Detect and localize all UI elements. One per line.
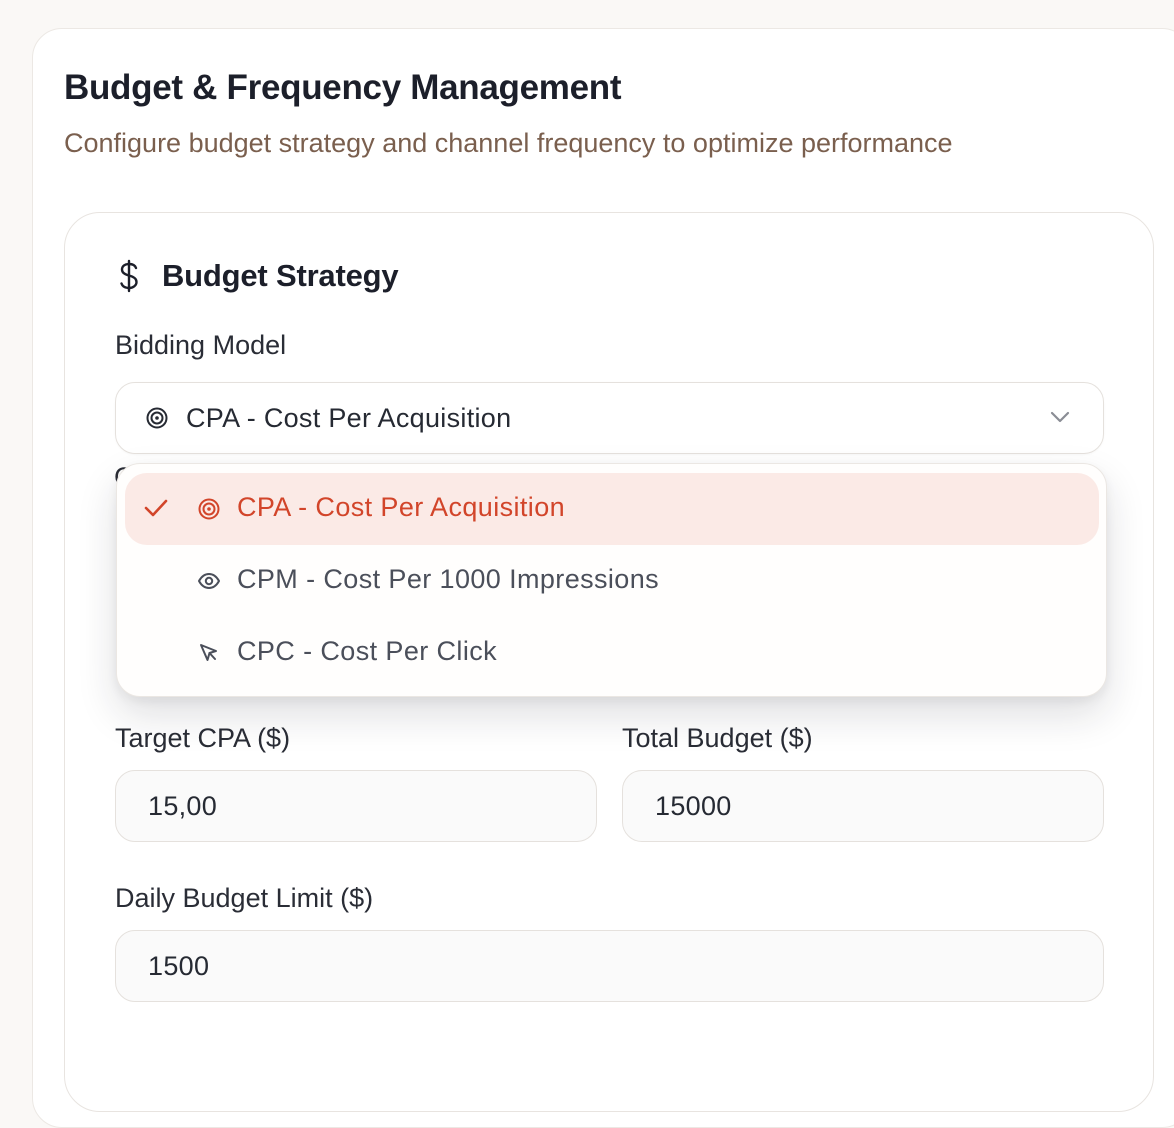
option-label: CPC - Cost Per Click: [237, 636, 498, 666]
bidding-model-select[interactable]: CPA - Cost Per Acquisition: [115, 382, 1104, 454]
chevron-down-icon: [1050, 411, 1070, 423]
bidding-model-dropdown: CPA - Cost Per Acquisition CPM - Cost Pe…: [116, 463, 1107, 697]
budget-strategy-header: Budget Strategy: [116, 258, 399, 294]
check-icon: [144, 499, 168, 517]
total-budget-label: Total Budget ($): [622, 723, 813, 753]
page-subtitle: Configure budget strategy and channel fr…: [64, 128, 953, 158]
cursor-click-icon: [200, 644, 217, 661]
daily-budget-limit-label: Daily Budget Limit ($): [115, 883, 374, 913]
page-title: Budget & Frequency Management: [64, 68, 622, 107]
target-icon: [146, 407, 168, 429]
dollar-sign-icon: [120, 259, 138, 293]
target-icon: [198, 498, 220, 520]
bidding-model-label: Bidding Model: [115, 330, 287, 360]
target-cpa-input[interactable]: 15,00: [115, 770, 597, 842]
option-label: CPM - Cost Per 1000 Impressions: [237, 564, 660, 594]
target-cpa-label: Target CPA ($): [115, 723, 291, 753]
option-cpa[interactable]: CPA - Cost Per Acquisition: [125, 473, 1099, 545]
eye-icon: [198, 573, 220, 589]
bidding-model-value: CPA - Cost Per Acquisition: [186, 402, 512, 433]
option-label: CPA - Cost Per Acquisition: [237, 492, 566, 522]
option-cpc[interactable]: CPC - Cost Per Click: [125, 617, 1099, 689]
section-title: Budget Strategy: [162, 258, 399, 293]
option-cpm[interactable]: CPM - Cost Per 1000 Impressions: [125, 545, 1099, 617]
daily-budget-limit-input[interactable]: 1500: [115, 930, 1104, 1002]
total-budget-input[interactable]: 15000: [622, 770, 1104, 842]
